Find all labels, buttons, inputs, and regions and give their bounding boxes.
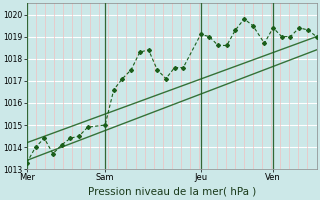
X-axis label: Pression niveau de la mer( hPa ): Pression niveau de la mer( hPa ) bbox=[88, 187, 256, 197]
